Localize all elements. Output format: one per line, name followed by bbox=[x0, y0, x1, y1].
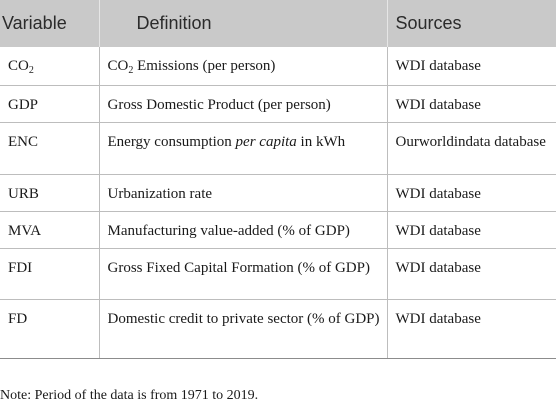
definition-cell: Urbanization rate bbox=[98, 174, 387, 212]
header-sources: Sources bbox=[386, 0, 556, 47]
variable-cell: ENC bbox=[0, 122, 99, 175]
header-row: Variable Definition Sources bbox=[0, 0, 556, 47]
variable-cell: FDI bbox=[0, 248, 99, 300]
table-row: MVA Manufacturing value-added (% of GDP)… bbox=[0, 211, 556, 249]
source-cell: WDI database bbox=[386, 174, 556, 212]
variable-cell: GDP bbox=[0, 85, 99, 123]
source-cell: Ourworldindata database bbox=[386, 122, 556, 175]
source-cell: WDI database bbox=[386, 47, 556, 86]
table-row: FD Domestic credit to private sector (% … bbox=[0, 299, 556, 359]
definition-cell: Gross Fixed Capital Formation (% of GDP) bbox=[98, 248, 387, 300]
variable-cell: MVA bbox=[0, 211, 99, 249]
source-cell: WDI database bbox=[386, 248, 556, 300]
definition-cell: Energy consumption per capita in kWh bbox=[98, 122, 387, 175]
source-cell: WDI database bbox=[386, 211, 556, 249]
definition-cell: Gross Domestic Product (per person) bbox=[98, 85, 387, 123]
table-row: GDP Gross Domestic Product (per person) … bbox=[0, 85, 556, 123]
source-cell: WDI database bbox=[386, 299, 556, 359]
table-row: CO2 CO2 Emissions (per person) WDI datab… bbox=[0, 47, 556, 86]
definition-cell: Domestic credit to private sector (% of … bbox=[98, 299, 387, 359]
variable-cell: FD bbox=[0, 299, 99, 359]
definition-cell: Manufacturing value-added (% of GDP) bbox=[98, 211, 387, 249]
source-cell: WDI database bbox=[386, 85, 556, 123]
variables-table: Variable Definition Sources CO2 CO2 Emis… bbox=[0, 0, 556, 359]
table-row: FDI Gross Fixed Capital Formation (% of … bbox=[0, 248, 556, 300]
table-row: URB Urbanization rate WDI database bbox=[0, 174, 556, 212]
header-definition: Definition bbox=[98, 0, 387, 47]
variable-cell: CO2 bbox=[0, 47, 99, 86]
table-row: ENC Energy consumption per capita in kWh… bbox=[0, 122, 556, 175]
variable-cell: URB bbox=[0, 174, 99, 212]
table-note: Note: Period of the data is from 1971 to… bbox=[0, 388, 259, 403]
header-variable: Variable bbox=[2, 13, 67, 33]
definition-cell: CO2 Emissions (per person) bbox=[98, 47, 387, 86]
